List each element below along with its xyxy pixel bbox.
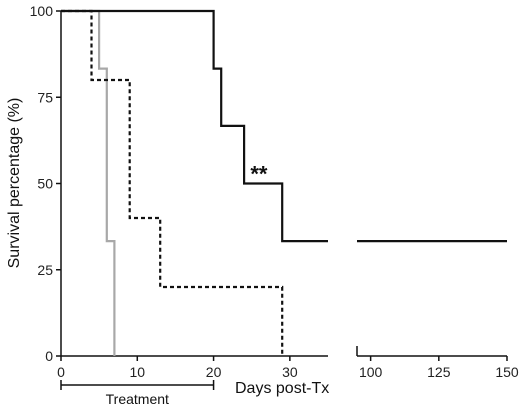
y-tick-label: 100 <box>30 3 54 19</box>
y-axis-title: Survival percentage (%) <box>6 98 23 269</box>
series-solid-gray-line <box>61 9 116 356</box>
x-tick-label: 100 <box>359 364 383 380</box>
x-tick-label: 10 <box>129 364 145 380</box>
x-tick-label: 20 <box>206 364 222 380</box>
series-solid-black-line <box>61 9 328 243</box>
labels-layer: 0 25 50 75 100 0 10 20 30 100 125 150 <box>30 3 519 380</box>
axes <box>56 10 508 390</box>
x-tick-label: 0 <box>57 364 65 380</box>
x-tick-label: 150 <box>495 364 519 380</box>
y-tick-label: 25 <box>37 262 53 278</box>
series-dashed-black-line <box>61 9 284 356</box>
y-tick-label: 75 <box>37 89 53 105</box>
y-tick-label: 50 <box>37 176 53 192</box>
x-tick-label: 125 <box>427 364 451 380</box>
x-tick-label: 30 <box>282 364 298 380</box>
significance-annotation: ** <box>250 162 268 187</box>
x-axis-title: Days post-Tx <box>235 380 329 397</box>
series-layer <box>61 9 507 356</box>
treatment-label: Treatment <box>106 391 169 407</box>
y-tick-label: 0 <box>45 348 53 364</box>
